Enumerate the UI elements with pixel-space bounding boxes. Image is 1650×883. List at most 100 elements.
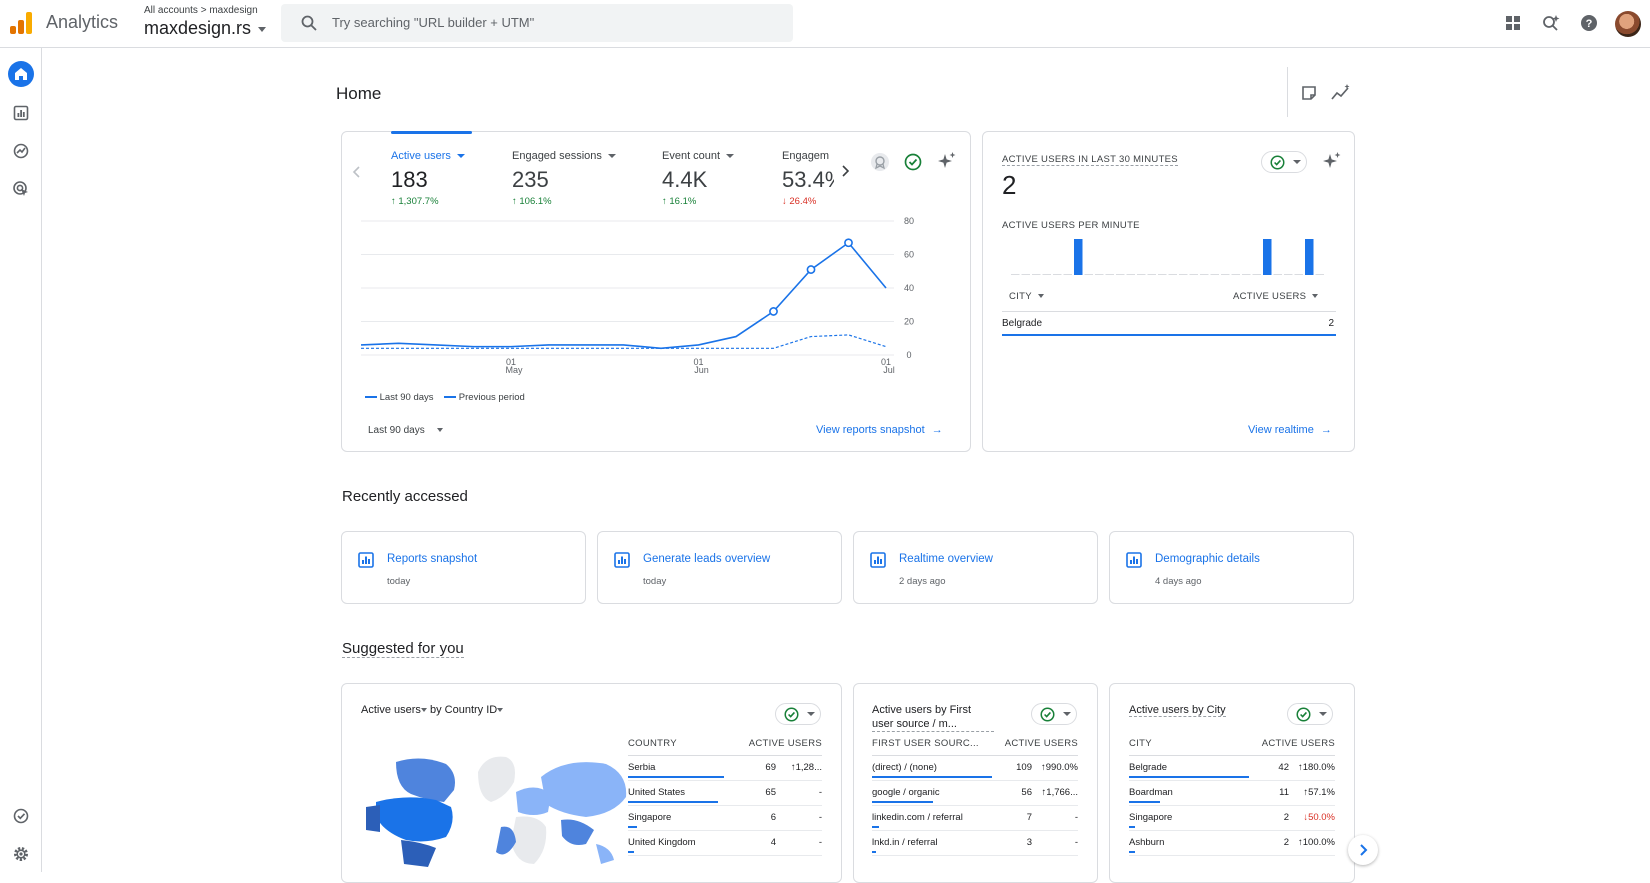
help-icon[interactable]: ? xyxy=(1579,13,1599,33)
previous-period-line xyxy=(361,334,887,349)
caret-down-icon xyxy=(456,154,465,159)
row-label: Serbia xyxy=(628,762,656,773)
y-tick-label: 0 xyxy=(906,350,911,360)
metric-tab-engaged-sessions[interactable]: Engaged sessions 235 ↑ 106.1% xyxy=(512,150,616,207)
view-reports-snapshot-link[interactable]: View reports snapshot → xyxy=(816,424,943,436)
search-icon xyxy=(301,15,317,31)
metric-tab-event-count[interactable]: Event count 4.4K ↑ 16.1% xyxy=(662,150,735,207)
realtime-col-active-users[interactable]: ACTIVE USERS xyxy=(1233,291,1319,302)
recent-item-realtime-overview[interactable]: Realtime overview 2 days ago xyxy=(853,531,1098,604)
source-card-title[interactable]: Active users by First user source / m... xyxy=(872,703,994,732)
view-realtime-link[interactable]: View realtime → xyxy=(1248,424,1332,436)
chevron-right-icon[interactable] xyxy=(840,164,850,178)
caret-down-icon xyxy=(607,154,616,159)
metric-tab-engagement[interactable]: Engagem 53.4% ↓ 26.4% xyxy=(782,150,834,207)
table-row[interactable]: Serbia 69 ↑1,28... xyxy=(628,755,822,781)
account-breadcrumb[interactable]: All accounts > maxdesign xyxy=(144,5,258,16)
minute-bar xyxy=(1305,239,1314,275)
row-label: Belgrade xyxy=(1129,762,1168,773)
row-change: - xyxy=(784,830,822,856)
link-label: View reports snapshot xyxy=(816,424,925,436)
caret-down-icon xyxy=(1037,294,1044,299)
insights-trend-icon[interactable] xyxy=(1331,84,1351,102)
row-dimension: Belgrade xyxy=(1129,755,1253,781)
app-title[interactable]: Analytics xyxy=(46,12,119,32)
recent-item-generate-leads[interactable]: Generate leads overview today xyxy=(597,531,842,604)
chevron-left-icon[interactable] xyxy=(352,165,362,179)
realtime-status-dropdown[interactable] xyxy=(1261,151,1307,173)
check-circle-icon[interactable] xyxy=(904,153,922,171)
explore-icon[interactable] xyxy=(8,138,34,164)
user-avatar[interactable] xyxy=(1615,11,1641,37)
city-card-status-dropdown[interactable] xyxy=(1287,703,1333,725)
row-value: 6 xyxy=(728,805,784,831)
table-row[interactable]: Boardman 11 ↑57.1% xyxy=(1129,780,1335,806)
metric-label: Event count xyxy=(662,150,721,162)
next-cards-button[interactable] xyxy=(1348,835,1378,865)
configure-check-icon[interactable] xyxy=(8,803,34,829)
metric-change: ↑ 16.1% xyxy=(662,196,697,207)
table-row[interactable]: Singapore 6- xyxy=(628,805,822,831)
search-insights-icon[interactable] xyxy=(1541,13,1561,33)
sparkle-insights-icon[interactable] xyxy=(1322,151,1342,171)
row-label: Boardman xyxy=(1129,787,1173,798)
check-circle-icon xyxy=(1040,707,1055,722)
data-point xyxy=(844,238,853,248)
date-range-selector[interactable]: Last 90 days xyxy=(368,425,443,436)
report-chart-icon xyxy=(870,552,886,568)
per-minute-label: ACTIVE USERS PER MINUTE xyxy=(1002,220,1140,231)
metric-label: Engagem xyxy=(782,150,830,162)
property-name: maxdesign.rs xyxy=(144,18,252,38)
caret-down-icon xyxy=(1063,712,1071,716)
row-change: ↑1,766... xyxy=(1040,780,1078,806)
annotation-icon[interactable] xyxy=(1300,84,1318,102)
metric-value: 183 xyxy=(391,167,428,192)
sparkle-insights-icon[interactable] xyxy=(937,151,957,171)
search-input[interactable]: Try searching "URL builder + UTM" xyxy=(281,4,793,42)
reports-icon[interactable] xyxy=(8,100,34,126)
report-chart-icon xyxy=(358,552,374,568)
table-row[interactable]: United Kingdom 4- xyxy=(628,830,822,856)
table-row[interactable]: United States 65- xyxy=(628,780,822,806)
last-90-days-line xyxy=(360,241,887,350)
row-change: ↑57.1% xyxy=(1297,780,1335,806)
caret-down-icon xyxy=(807,712,815,716)
city-card-title[interactable]: Active users by City xyxy=(1129,704,1226,717)
country-card-status-dropdown[interactable] xyxy=(775,703,821,725)
metric-tab-active-users[interactable]: Active users 183 ↑ 1,307.7% xyxy=(391,150,465,207)
table-row[interactable]: Belgrade 42 ↑180.0% xyxy=(1129,755,1335,781)
dimension-selector[interactable]: by Country ID xyxy=(429,704,498,716)
row-change: ↑990.0% xyxy=(1040,755,1078,781)
benchmark-icon[interactable] xyxy=(870,152,890,172)
row-share-bar xyxy=(628,775,724,778)
recently-accessed-title: Recently accessed xyxy=(342,488,468,505)
settings-gear-icon[interactable] xyxy=(8,841,34,867)
recent-item-demographic-details[interactable]: Demographic details 4 days ago xyxy=(1109,531,1354,604)
table-divider xyxy=(1002,311,1336,312)
row-label: lnkd.in / referral xyxy=(872,837,938,848)
table-row[interactable]: lnkd.in / referral 3- xyxy=(872,830,1078,856)
home-icon[interactable] xyxy=(8,61,34,87)
realtime-row[interactable]: Belgrade 2 xyxy=(1002,318,1336,336)
x-tick-month: May xyxy=(505,365,523,375)
recent-item-time: today xyxy=(643,576,667,587)
caret-down-icon xyxy=(436,428,443,433)
y-tick-label: 40 xyxy=(904,283,914,293)
metric-selector[interactable]: Active users xyxy=(361,704,421,716)
apps-grid-icon[interactable] xyxy=(1503,13,1523,33)
recent-item-reports-snapshot[interactable]: Reports snapshot today xyxy=(341,531,586,604)
row-value: 69 xyxy=(728,755,784,781)
recent-item-time: 4 days ago xyxy=(1155,576,1202,587)
row-change: ↑1,28... xyxy=(784,755,822,781)
table-row[interactable]: Ashburn 2 ↑100.0% xyxy=(1129,830,1335,856)
chevron-right-icon xyxy=(1360,844,1368,856)
table-row[interactable]: (direct) / (none) 109 ↑990.0% xyxy=(872,755,1078,781)
realtime-col-city[interactable]: CITY xyxy=(1009,291,1044,302)
source-card-status-dropdown[interactable] xyxy=(1031,703,1077,725)
table-row[interactable]: Singapore 2 ↓50.0% xyxy=(1129,805,1335,831)
property-selector[interactable]: maxdesign.rs xyxy=(144,18,267,39)
table-row[interactable]: linkedin.com / referral 7- xyxy=(872,805,1078,831)
advertising-icon[interactable] xyxy=(8,176,34,202)
analytics-logo-icon[interactable] xyxy=(10,12,34,34)
table-row[interactable]: google / organic 56 ↑1,766... xyxy=(872,780,1078,806)
